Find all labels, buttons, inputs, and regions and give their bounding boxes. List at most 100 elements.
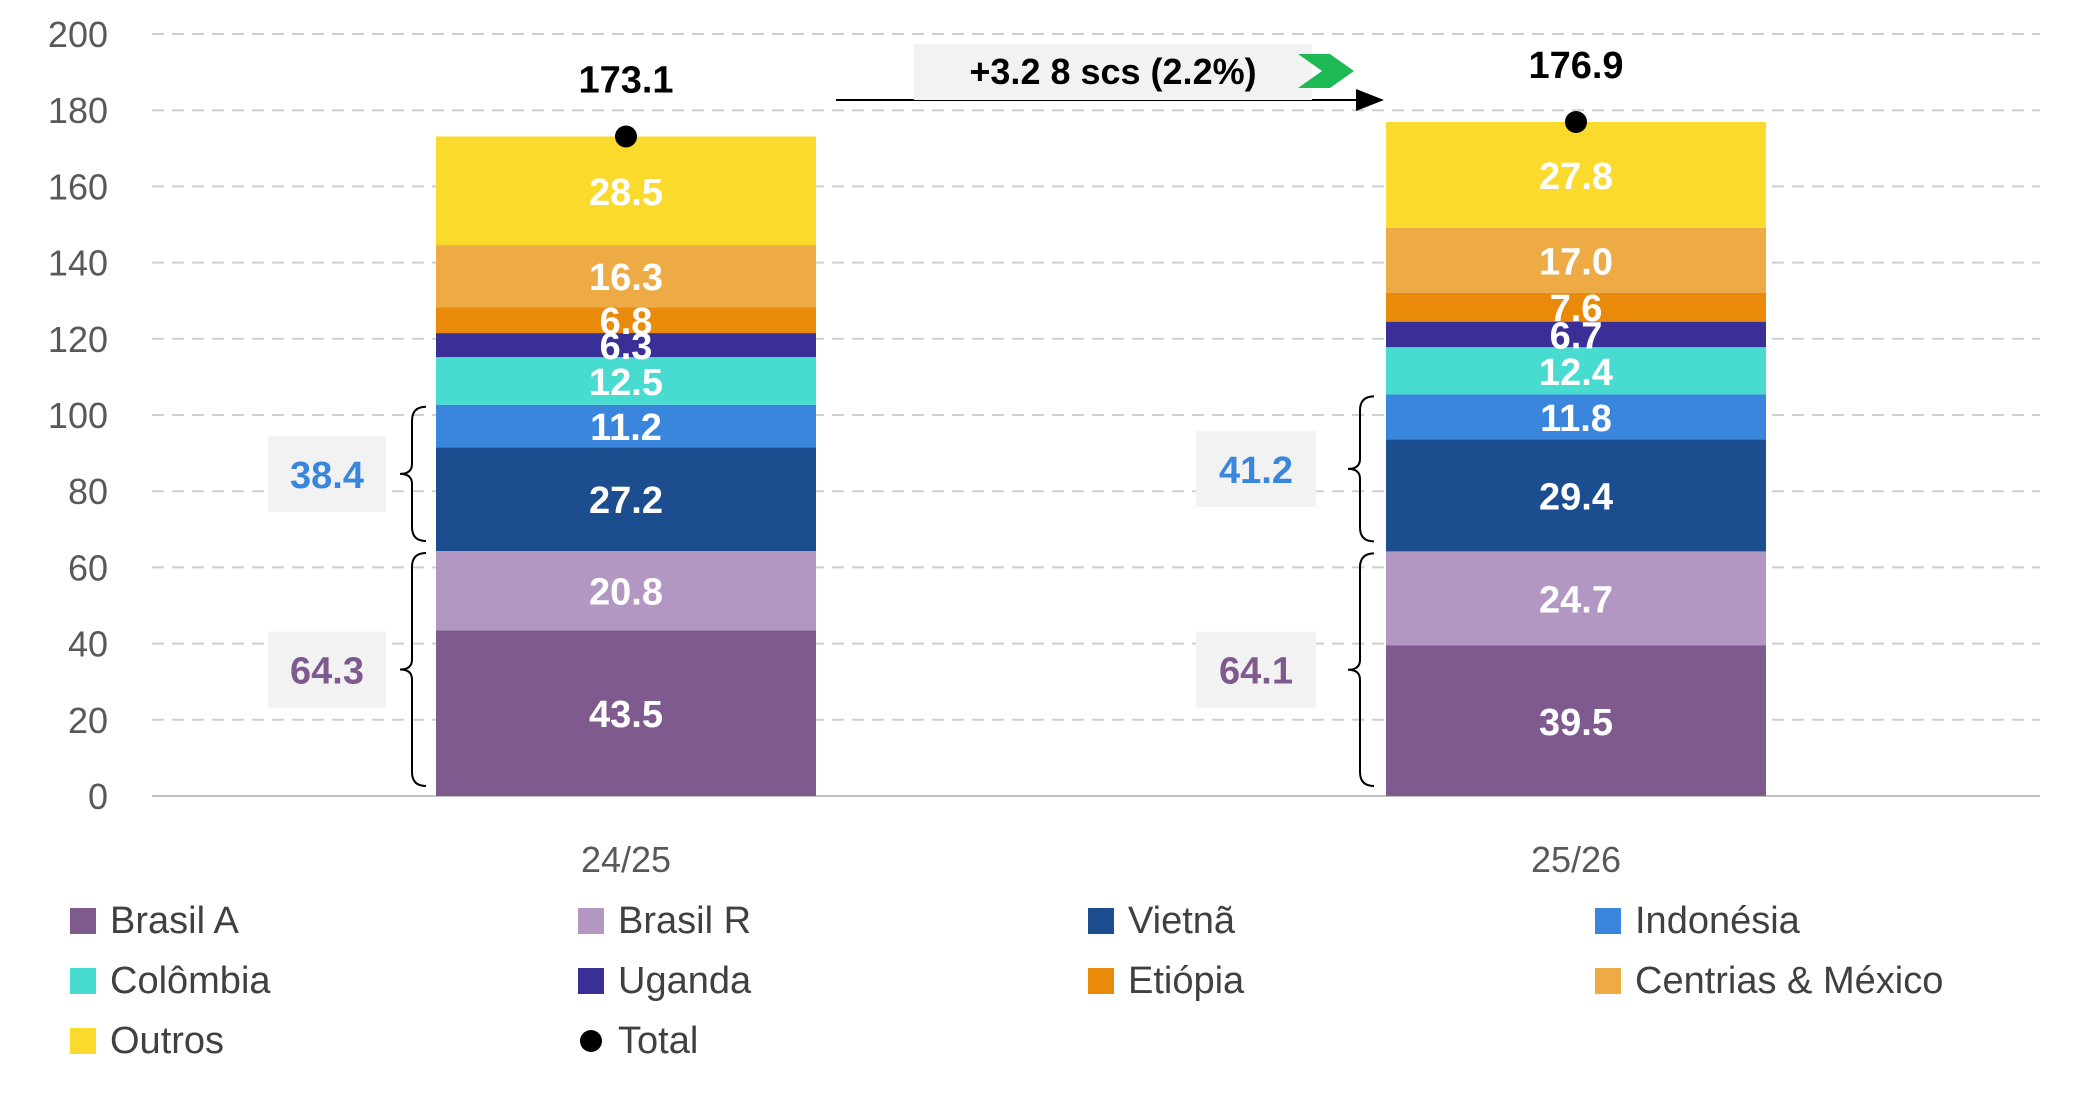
y-tick-label: 200 bbox=[48, 14, 108, 55]
y-tick-label: 140 bbox=[48, 243, 108, 284]
change-annotation: +3.2 8 scs (2.2%) bbox=[969, 51, 1256, 92]
legend-label: Colômbia bbox=[110, 959, 271, 1002]
bar-segment-brasil-r bbox=[436, 551, 816, 631]
group-total-label: 41.2 bbox=[1219, 450, 1293, 492]
legend-item: Uganda bbox=[578, 960, 1088, 1002]
bar-segment-brasil-r bbox=[1386, 551, 1766, 646]
y-tick-label: 180 bbox=[48, 90, 108, 131]
legend-label: Indonésia bbox=[1635, 899, 1800, 942]
y-tick-label: 160 bbox=[48, 166, 108, 207]
legend-swatch bbox=[1595, 968, 1621, 994]
group-total-label: 64.3 bbox=[290, 651, 364, 693]
legend-item: Total bbox=[578, 1020, 1088, 1062]
legend-item: Vietnã bbox=[1088, 900, 1595, 942]
legend-swatch bbox=[578, 908, 604, 934]
data-label: 24.7 bbox=[1539, 579, 1613, 621]
data-label: 17.0 bbox=[1539, 241, 1613, 283]
bar-segment-centrias-m-xico bbox=[436, 245, 816, 308]
data-label: 27.2 bbox=[589, 480, 663, 522]
bar-segment-vietn- bbox=[436, 447, 816, 552]
chart-legend: Brasil A Brasil R Vietnã Indonésia Colômbia U… bbox=[70, 900, 2030, 1062]
bar-segment-uganda bbox=[436, 333, 816, 358]
bar-segment-eti-pia bbox=[436, 307, 816, 334]
green-chevron-icon bbox=[1298, 54, 1354, 88]
group-bracket bbox=[399, 405, 427, 543]
legend-label: Outros bbox=[110, 1019, 225, 1062]
total-label: 176.9 bbox=[1528, 45, 1623, 87]
bar-segment-vietn- bbox=[1386, 439, 1766, 552]
group-bracket bbox=[399, 552, 427, 787]
bar-segment-indon-sia bbox=[436, 404, 816, 448]
group-bracket bbox=[1347, 395, 1375, 543]
group-bracket bbox=[1347, 552, 1375, 787]
x-tick-label: 25/26 bbox=[1531, 839, 1621, 880]
legend-item: Colômbia bbox=[70, 960, 578, 1002]
bar-segment-col-mbia bbox=[436, 357, 816, 405]
legend-swatch bbox=[70, 1028, 96, 1054]
legend-swatch bbox=[1088, 908, 1114, 934]
legend-item: Centrias & México bbox=[1595, 960, 2030, 1002]
data-label: 27.8 bbox=[1539, 156, 1613, 198]
legend-dot-icon bbox=[580, 1030, 602, 1052]
legend-label: Vietnã bbox=[1128, 899, 1236, 942]
bar-segment-outros bbox=[436, 136, 816, 246]
group-total-label: 64.1 bbox=[1219, 651, 1293, 693]
group-total-box bbox=[268, 631, 386, 708]
legend-label: Brasil R bbox=[618, 899, 752, 942]
data-label: 16.3 bbox=[589, 257, 663, 299]
bar-segment-eti-pia bbox=[1386, 292, 1766, 322]
data-label: 39.5 bbox=[1539, 702, 1613, 744]
data-label: 7.6 bbox=[1550, 288, 1603, 330]
bar-segment-outros bbox=[1386, 122, 1766, 228]
legend-item: Indonésia bbox=[1595, 900, 2030, 942]
data-label: 20.8 bbox=[589, 572, 663, 614]
group-total-box bbox=[268, 435, 386, 512]
y-tick-label: 40 bbox=[68, 624, 108, 665]
total-marker bbox=[1565, 111, 1587, 134]
data-label: 6.3 bbox=[600, 326, 653, 368]
legend-label: Brasil A bbox=[110, 899, 239, 942]
group-total-label: 38.4 bbox=[290, 455, 364, 497]
y-tick-label: 100 bbox=[48, 395, 108, 436]
data-label: 43.5 bbox=[589, 694, 663, 736]
change-arrow-head bbox=[1356, 89, 1384, 111]
x-tick-label: 24/25 bbox=[581, 839, 671, 880]
legend-item: Outros bbox=[70, 1020, 578, 1062]
bar-segment-brasil-a bbox=[1386, 645, 1766, 796]
legend-swatch bbox=[578, 968, 604, 994]
legend-swatch bbox=[70, 908, 96, 934]
bar-segment-uganda bbox=[1386, 321, 1766, 348]
data-label: 29.4 bbox=[1539, 476, 1613, 518]
data-label: 6.8 bbox=[600, 301, 653, 343]
data-label: 28.5 bbox=[589, 172, 663, 214]
bar-segment-col-mbia bbox=[1386, 347, 1766, 395]
y-tick-label: 20 bbox=[68, 700, 108, 741]
legend-item: Etiópia bbox=[1088, 960, 1595, 1002]
data-label: 12.5 bbox=[589, 362, 663, 404]
legend-label: Total bbox=[618, 1019, 699, 1062]
data-label: 11.2 bbox=[590, 407, 662, 449]
bar-segment-centrias-m-xico bbox=[1386, 227, 1766, 293]
legend-label: Uganda bbox=[618, 959, 752, 1002]
legend-swatch bbox=[1088, 968, 1114, 994]
y-tick-label: 80 bbox=[68, 471, 108, 512]
chart-canvas: 0 20 40 60 80 100 120 140 160 180 200 43.5 20.8 27.2 1… bbox=[48, 14, 2040, 880]
total-label: 173.1 bbox=[578, 59, 673, 101]
total-marker bbox=[615, 125, 637, 148]
legend-label: Etiópia bbox=[1128, 959, 1245, 1002]
bar-segment-indon-sia bbox=[1386, 394, 1766, 440]
legend-label: Centrias & México bbox=[1635, 959, 1944, 1002]
change-annotation-box bbox=[914, 44, 1312, 100]
legend-swatch bbox=[1595, 908, 1621, 934]
group-total-box bbox=[1196, 631, 1316, 708]
legend-swatch bbox=[70, 968, 96, 994]
y-tick-label: 60 bbox=[68, 547, 108, 588]
legend-item: Brasil A bbox=[70, 900, 578, 942]
y-tick-label: 120 bbox=[48, 319, 108, 360]
legend-item: Brasil R bbox=[578, 900, 1088, 942]
data-label: 11.8 bbox=[1540, 398, 1612, 440]
y-tick-label: 0 bbox=[88, 776, 108, 817]
group-total-box bbox=[1196, 430, 1316, 507]
data-label: 6.7 bbox=[1550, 315, 1603, 357]
